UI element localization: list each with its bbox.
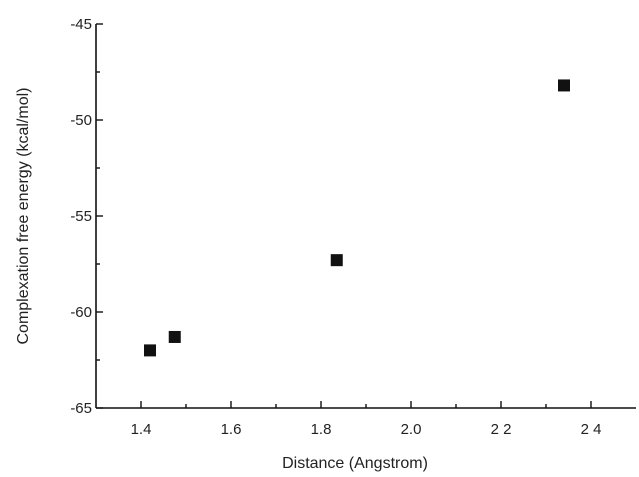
x-tick-label: 2.0 <box>401 421 422 438</box>
y-axis-ticks: -65 -60 -55 -50 -45 <box>70 16 103 417</box>
data-point <box>144 344 156 357</box>
y-tick-label: -50 <box>70 112 92 129</box>
y-tick-label: -65 <box>70 400 92 417</box>
x-tick-label: 2 2 <box>491 421 512 438</box>
y-tick-label: -55 <box>70 208 92 225</box>
x-axis-title: Distance (Angstrom) <box>282 455 428 472</box>
y-tick-label: -45 <box>70 16 92 33</box>
data-points <box>144 79 570 357</box>
x-tick-label: 1.8 <box>311 421 332 438</box>
x-tick-label: 1.4 <box>131 421 152 438</box>
y-axis-title: Complexation free energy (kcal/mol) <box>15 88 32 345</box>
x-tick-label: 1.6 <box>221 421 242 438</box>
x-axis-ticks: 1.4 1.6 1.8 2.0 2 2 2 4 <box>131 401 602 438</box>
data-point <box>558 79 570 92</box>
x-tick-label: 2 4 <box>581 421 602 438</box>
data-point <box>168 330 181 343</box>
data-point <box>330 254 343 267</box>
y-tick-label: -60 <box>70 304 92 321</box>
